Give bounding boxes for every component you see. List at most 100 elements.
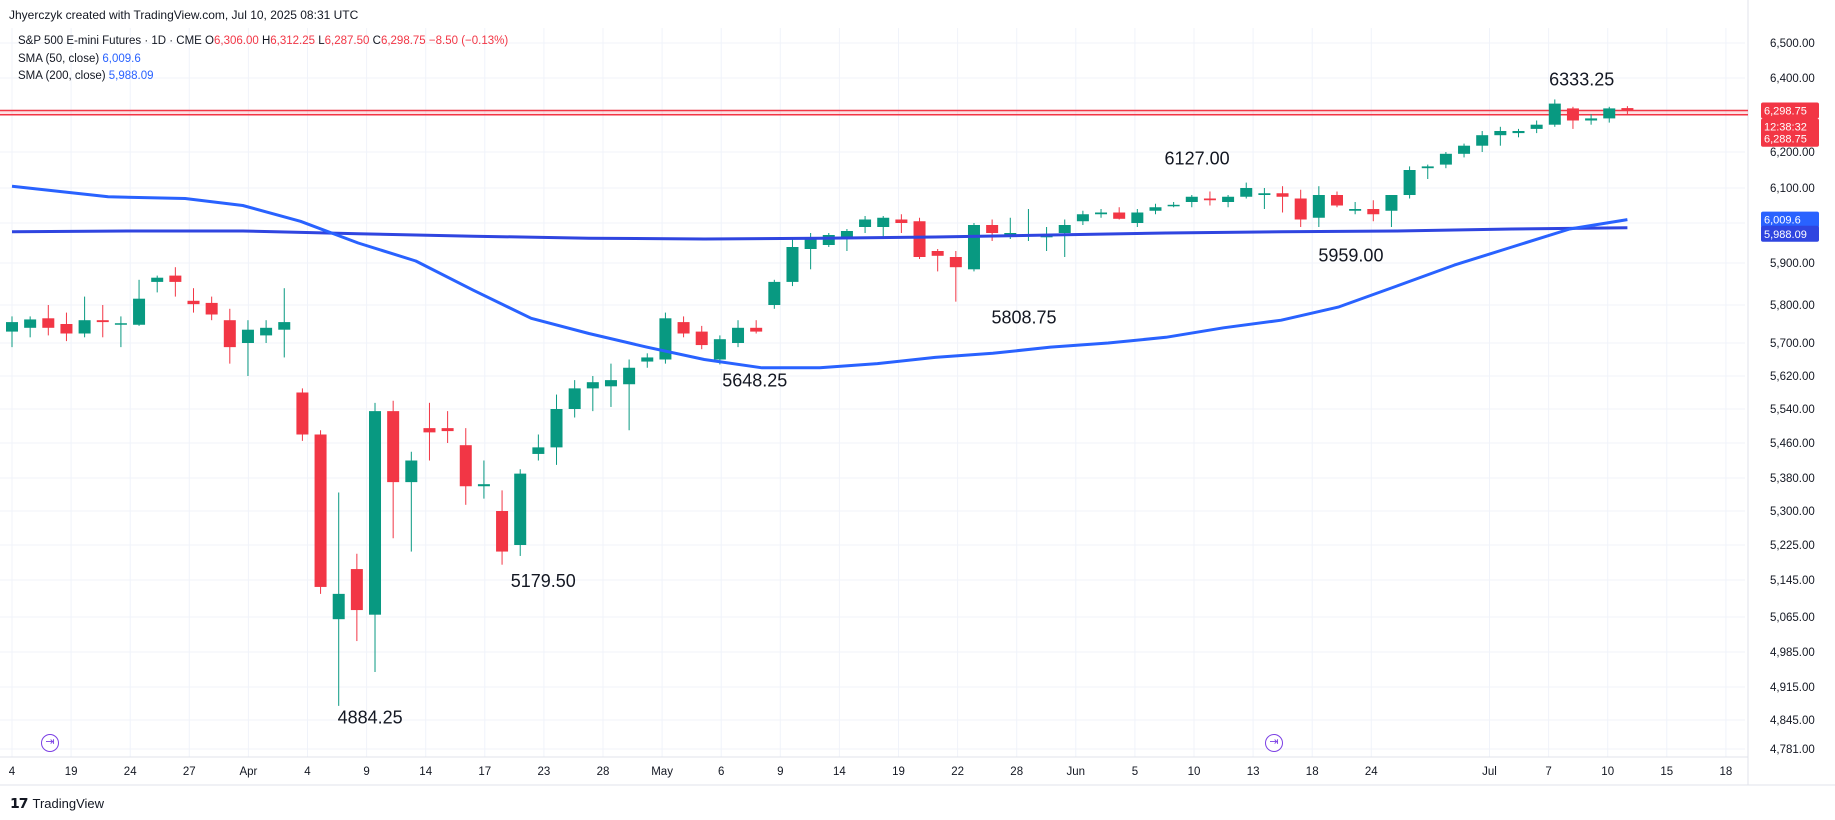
candle-body: [1113, 212, 1126, 219]
x-tick-label: 6: [718, 766, 724, 778]
countdown-tag-text: 12:38:32: [1764, 122, 1807, 134]
candle-body: [296, 392, 309, 435]
candle-body: [1058, 225, 1071, 233]
candle-body: [895, 219, 908, 223]
candle-body: [786, 247, 799, 282]
candle-body: [1439, 153, 1452, 165]
resistance-price-tag: [1761, 130, 1819, 147]
candle-body: [1548, 103, 1561, 125]
price-annotation: 6333.25: [1549, 69, 1614, 89]
y-tick-label: 5,225.00: [1770, 540, 1815, 552]
candle-body: [6, 322, 18, 332]
sma50-legend[interactable]: SMA (50, close) 6,009.6: [18, 51, 141, 67]
x-tick-label: 24: [124, 766, 137, 778]
x-tick-label: 14: [419, 766, 432, 778]
last-price-tag-text: 6,298.75: [1764, 106, 1807, 118]
y-tick-label: 6,200.00: [1770, 147, 1815, 159]
candle-body: [1131, 212, 1144, 223]
x-tick-label: 10: [1188, 766, 1201, 778]
candle-body: [1349, 209, 1362, 211]
price-annotation: 5179.50: [511, 571, 576, 591]
candle-body: [623, 367, 636, 385]
candle-body: [223, 320, 236, 348]
candle-body: [1203, 198, 1216, 201]
candle-body: [840, 231, 853, 239]
sma200-price-tag: [1761, 225, 1819, 242]
candle-body: [986, 225, 999, 233]
open-label: O: [205, 35, 214, 47]
candle-body: [568, 388, 581, 409]
price-annotation: 4884.25: [338, 707, 403, 727]
y-tick-label: 6,500.00: [1770, 38, 1815, 50]
candle-body: [459, 445, 472, 487]
candle-body: [369, 411, 382, 615]
candle-body: [114, 323, 127, 325]
high-label: H: [261, 35, 271, 47]
candle-body: [1566, 108, 1579, 121]
candle-body: [1476, 135, 1489, 146]
candle-body: [1312, 195, 1325, 218]
candle-body: [350, 569, 363, 611]
x-tick-label: 27: [183, 766, 196, 778]
x-tick-label: 18: [1720, 766, 1733, 778]
sma200-label[interactable]: SMA (200, close): [18, 70, 106, 82]
candle-body: [1330, 195, 1343, 206]
candle-body: [550, 409, 563, 448]
candle-body: [1004, 233, 1017, 235]
price-annotation: 5648.25: [722, 370, 787, 390]
x-tick-label: 23: [538, 766, 551, 778]
sma200-price-tag-text: 5,988.09: [1764, 229, 1807, 241]
x-tick-label: 17: [478, 766, 491, 778]
x-tick-label: 5: [1132, 766, 1138, 778]
candle-body: [1276, 193, 1289, 197]
scroll-to-start-icon[interactable]: ⇥: [41, 734, 59, 752]
candle-body: [1621, 108, 1634, 111]
x-tick-label: 28: [597, 766, 610, 778]
last-price-tag: [1761, 102, 1819, 119]
sma50-value: 6,009.6: [102, 53, 141, 65]
x-tick-label: 15: [1660, 766, 1673, 778]
change-value: −8.50 (−0.13%): [428, 35, 509, 47]
y-tick-label: 5,540.00: [1770, 404, 1815, 416]
y-tick-label: 4,781.00: [1770, 744, 1815, 756]
candle-body: [314, 434, 327, 587]
candle-body: [1494, 131, 1507, 136]
candle-body: [695, 331, 708, 346]
candle-body: [514, 473, 527, 545]
candle-body: [532, 447, 545, 454]
y-tick-label: 5,900.00: [1770, 258, 1815, 270]
price-annotation: 5959.00: [1318, 245, 1383, 265]
x-tick-label: 18: [1306, 766, 1319, 778]
high-value: 6,312.25: [270, 35, 316, 47]
sma50-label[interactable]: SMA (50, close): [18, 53, 100, 65]
candle-body: [859, 219, 872, 227]
close-value: 6,298.75: [380, 35, 426, 47]
candle-body: [496, 511, 509, 552]
symbol-legend[interactable]: S&P 500 E-mini Futures · 1D · CME O6,306…: [18, 33, 508, 49]
candle-body: [1367, 209, 1380, 215]
candle-body: [1530, 124, 1543, 129]
x-tick-label: 28: [1010, 766, 1023, 778]
y-tick-label: 5,620.00: [1770, 371, 1815, 383]
sma200-legend[interactable]: SMA (200, close) 5,988.09: [18, 68, 154, 84]
candle-body: [1076, 214, 1089, 222]
sma50-price-tag: [1761, 211, 1819, 228]
scroll-to-realtime-icon[interactable]: ⇥: [1265, 734, 1283, 752]
x-tick-label: 10: [1601, 766, 1614, 778]
x-tick-label: 4: [9, 766, 16, 778]
symbol-name[interactable]: S&P 500 E-mini Futures · 1D · CME: [18, 35, 202, 47]
candle-body: [387, 411, 400, 483]
candle-body: [205, 302, 218, 315]
candle-body: [750, 327, 763, 332]
candle-body: [1222, 196, 1235, 202]
y-tick-label: 5,700.00: [1770, 338, 1815, 350]
y-tick-label: 5,065.00: [1770, 612, 1815, 624]
candle-body: [332, 593, 345, 620]
candle-body: [913, 221, 926, 257]
candle-body: [1603, 108, 1616, 119]
candle-body: [96, 320, 109, 323]
tradingview-logo[interactable]: 𝟭𝟳 TradingView: [10, 795, 104, 812]
resistance-band: [0, 110, 1748, 115]
